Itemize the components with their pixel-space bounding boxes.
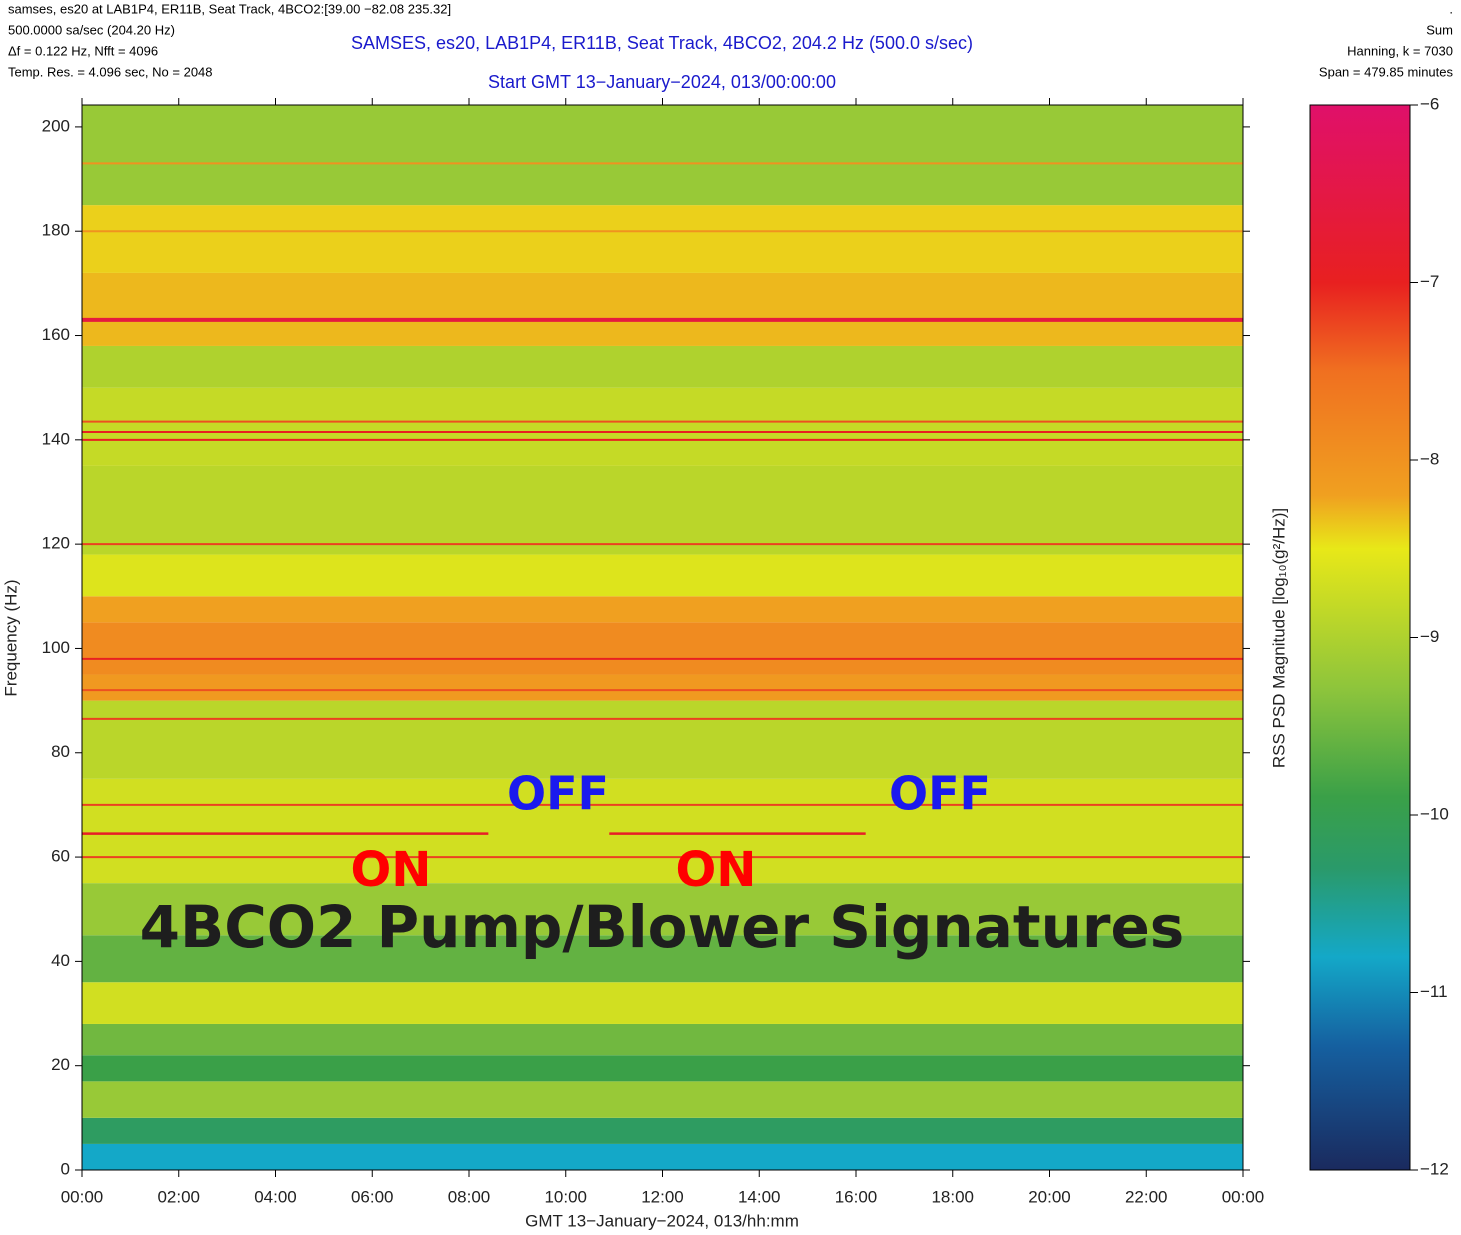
- annotation: ON: [676, 842, 757, 898]
- chart-title: Start GMT 13−January−2024, 013/00:00:00: [488, 72, 836, 92]
- y-tick-label: 0: [61, 1159, 70, 1178]
- heatmap-band: [82, 272, 1243, 346]
- y-tick-label: 160: [42, 325, 70, 344]
- y-tick-label: 200: [42, 116, 70, 135]
- heatmap-band: [82, 465, 1243, 555]
- chart-title: SAMSES, es20, LAB1P4, ER11B, Seat Track,…: [351, 33, 973, 53]
- plot-area: [82, 105, 1243, 1170]
- x-tick-label: 04:00: [254, 1187, 297, 1206]
- header-right: Span = 479.85 minutes: [1319, 64, 1454, 79]
- colorbar-tick-label: −8: [1420, 449, 1439, 468]
- x-tick-label: 14:00: [738, 1187, 781, 1206]
- heatmap-band: [82, 1143, 1243, 1170]
- x-tick-label: 10:00: [544, 1187, 587, 1206]
- heatmap-band: [82, 554, 1243, 597]
- y-tick-label: 60: [51, 847, 70, 866]
- annotation: OFF: [889, 767, 991, 821]
- x-tick-label: 00:00: [61, 1187, 104, 1206]
- colorbar-tick-label: −9: [1420, 627, 1439, 646]
- heatmap-band: [82, 205, 1243, 273]
- overlay: 0 20 40 60 80 100 120 140 160 180 200 00:00 02:00 04:…: [42, 98, 1265, 1206]
- y-axis-label: Frequency (Hz): [1, 579, 20, 696]
- colorbar-tick-label: −7: [1420, 272, 1439, 291]
- heatmap-band: [82, 105, 1243, 206]
- heatmap-band: [82, 345, 1243, 388]
- y-tick-label: 80: [51, 742, 70, 761]
- x-tick-label: 08:00: [448, 1187, 491, 1206]
- colorbar-tick-label: −10: [1420, 804, 1449, 823]
- y-tick-label: 120: [42, 534, 70, 553]
- annotation: ON: [351, 842, 432, 898]
- colorbar-tick-label: −12: [1420, 1159, 1449, 1178]
- x-tick-label: 18:00: [931, 1187, 974, 1206]
- x-tick-label: 20:00: [1028, 1187, 1071, 1206]
- y-tick-label: 100: [42, 638, 70, 657]
- heatmap-band: [82, 778, 1243, 884]
- x-tick-label: 06:00: [351, 1187, 394, 1206]
- heatmap-band: [82, 387, 1243, 466]
- heatmap-band: [82, 883, 1243, 936]
- header-right: Hanning, k = 7030: [1347, 43, 1453, 58]
- annotation: 4BCO2 Pump/Blower Signatures: [140, 893, 1185, 961]
- heatmap-band: [82, 622, 1243, 675]
- heatmap-band: [82, 1055, 1243, 1082]
- header-right: .: [1449, 1, 1453, 16]
- y-tick-label: 40: [51, 951, 70, 970]
- header-left: Δf = 0.122 Hz, Nfft = 4096: [8, 43, 158, 58]
- heatmap-band: [82, 935, 1243, 983]
- heatmap-band: [82, 1081, 1243, 1118]
- heatmap-band: [82, 1023, 1243, 1056]
- heatmap-band: [82, 982, 1243, 1024]
- y-tick-label: 20: [51, 1055, 70, 1074]
- x-tick-label: 12:00: [641, 1187, 684, 1206]
- colorbar-tick-label: −6: [1420, 94, 1439, 113]
- colorbar-tick-label: −11: [1420, 982, 1448, 1001]
- header-left: samses, es20 at LAB1P4, ER11B, Seat Trac…: [8, 1, 451, 16]
- heatmap-band: [82, 596, 1243, 623]
- x-axis-label: GMT 13−January−2024, 013/hh:mm: [525, 1211, 799, 1230]
- heatmap-band: [82, 700, 1243, 779]
- header-left: 500.0000 sa/sec (204.20 Hz): [8, 22, 175, 37]
- annotation: OFF: [507, 767, 609, 821]
- colorbar-label: RSS PSD Magnitude [log₁₀(g²/Hz)]: [1269, 508, 1288, 768]
- header-left: Temp. Res. = 4.096 sec, No = 2048: [8, 64, 213, 79]
- heatmap-band: [82, 674, 1243, 701]
- y-tick-label: 140: [42, 429, 70, 448]
- colorbar: [1309, 104, 1411, 1171]
- x-tick-label: 16:00: [835, 1187, 878, 1206]
- x-tick-label: 22:00: [1125, 1187, 1168, 1206]
- x-tick-label: 02:00: [157, 1187, 200, 1206]
- x-tick-label: 00:00: [1222, 1187, 1265, 1206]
- heatmap-band: [82, 1117, 1243, 1144]
- header-right: Sum: [1426, 22, 1453, 37]
- y-tick-label: 180: [42, 221, 70, 240]
